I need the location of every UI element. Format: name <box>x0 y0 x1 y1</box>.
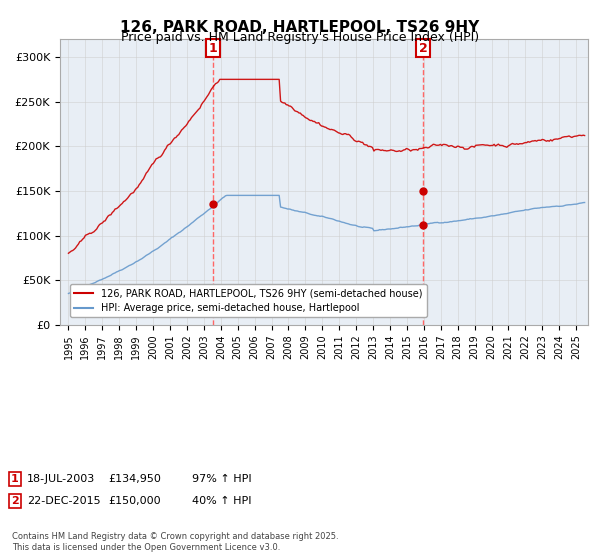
Text: 22-DEC-2015: 22-DEC-2015 <box>27 496 101 506</box>
Text: 97% ↑ HPI: 97% ↑ HPI <box>192 474 251 484</box>
Text: 1: 1 <box>209 41 217 55</box>
Text: 18-JUL-2003: 18-JUL-2003 <box>27 474 95 484</box>
Text: Contains HM Land Registry data © Crown copyright and database right 2025.
This d: Contains HM Land Registry data © Crown c… <box>12 532 338 552</box>
Text: 2: 2 <box>11 496 19 506</box>
Text: 1: 1 <box>11 474 19 484</box>
Text: £150,000: £150,000 <box>108 496 161 506</box>
Legend: 126, PARK ROAD, HARTLEPOOL, TS26 9HY (semi-detached house), HPI: Average price, : 126, PARK ROAD, HARTLEPOOL, TS26 9HY (se… <box>70 284 427 317</box>
Text: 126, PARK ROAD, HARTLEPOOL, TS26 9HY: 126, PARK ROAD, HARTLEPOOL, TS26 9HY <box>121 20 479 35</box>
Text: Price paid vs. HM Land Registry's House Price Index (HPI): Price paid vs. HM Land Registry's House … <box>121 31 479 44</box>
Text: £134,950: £134,950 <box>108 474 161 484</box>
Text: 2: 2 <box>419 41 428 55</box>
Text: 40% ↑ HPI: 40% ↑ HPI <box>192 496 251 506</box>
